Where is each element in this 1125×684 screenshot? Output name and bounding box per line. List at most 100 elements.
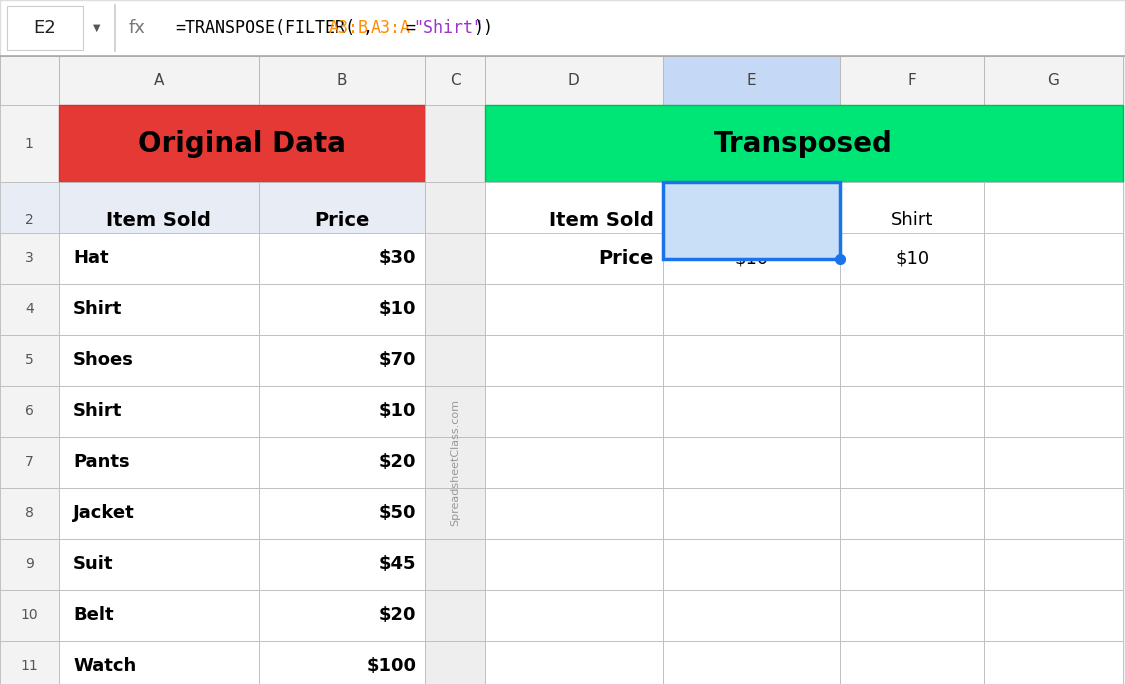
Text: 5: 5 xyxy=(25,354,34,367)
Bar xyxy=(984,437,1123,488)
Text: 8: 8 xyxy=(25,506,34,520)
Text: 7: 7 xyxy=(25,456,34,469)
Bar xyxy=(663,56,840,105)
Bar xyxy=(485,640,663,684)
Text: $10: $10 xyxy=(379,402,416,420)
Text: 10: 10 xyxy=(20,608,38,622)
Bar xyxy=(485,56,663,105)
Bar xyxy=(0,0,1125,56)
Bar xyxy=(840,334,984,386)
Bar xyxy=(485,590,663,640)
Text: $10: $10 xyxy=(896,250,929,267)
Bar xyxy=(0,590,58,640)
Text: D: D xyxy=(568,73,579,88)
Bar xyxy=(259,640,425,684)
Bar xyxy=(984,56,1123,105)
Bar xyxy=(840,539,984,590)
Text: Transposed: Transposed xyxy=(714,130,893,157)
Text: $20: $20 xyxy=(379,453,416,471)
Bar xyxy=(485,386,663,437)
Bar xyxy=(0,334,58,386)
Bar xyxy=(663,284,840,335)
Text: Shirt: Shirt xyxy=(730,211,773,229)
Text: Belt: Belt xyxy=(73,606,114,624)
Bar xyxy=(0,539,58,590)
Text: A3:B: A3:B xyxy=(328,19,369,37)
Text: E: E xyxy=(747,73,756,88)
Bar xyxy=(663,539,840,590)
Bar xyxy=(984,334,1123,386)
Bar xyxy=(425,182,485,259)
Text: Shoes: Shoes xyxy=(73,352,134,369)
Text: F: F xyxy=(908,73,917,88)
Bar xyxy=(259,56,425,105)
Bar xyxy=(425,386,485,437)
Bar xyxy=(663,488,840,539)
Bar xyxy=(259,437,425,488)
Bar xyxy=(840,437,984,488)
Bar xyxy=(0,56,58,105)
Text: Shirt: Shirt xyxy=(73,300,123,318)
Text: )): )) xyxy=(472,19,493,37)
Bar xyxy=(485,437,663,488)
Text: $10: $10 xyxy=(379,300,416,318)
Bar xyxy=(425,640,485,684)
Text: Shirt: Shirt xyxy=(73,402,123,420)
Text: $30: $30 xyxy=(379,250,416,267)
Bar xyxy=(425,488,485,539)
Bar xyxy=(58,233,259,284)
Bar xyxy=(425,105,485,182)
Bar xyxy=(259,233,425,284)
Text: Price: Price xyxy=(314,211,370,230)
Text: =TRANSPOSE(FILTER(: =TRANSPOSE(FILTER( xyxy=(176,19,356,37)
Text: 11: 11 xyxy=(20,659,38,673)
Text: Item Sold: Item Sold xyxy=(549,211,654,230)
Bar xyxy=(485,488,663,539)
Text: Jacket: Jacket xyxy=(73,504,135,522)
Text: $20: $20 xyxy=(379,606,416,624)
Text: 9: 9 xyxy=(25,557,34,571)
Text: 2: 2 xyxy=(25,213,34,227)
Bar xyxy=(58,56,259,105)
Text: SpreadsheetClass.com: SpreadsheetClass.com xyxy=(450,399,460,526)
Text: $70: $70 xyxy=(379,352,416,369)
Text: 6: 6 xyxy=(25,404,34,418)
Text: Shirt: Shirt xyxy=(891,211,934,229)
Bar xyxy=(259,284,425,335)
Bar xyxy=(663,590,840,640)
Bar xyxy=(425,233,485,284)
Text: 1: 1 xyxy=(25,137,34,150)
Text: Pants: Pants xyxy=(73,453,129,471)
Bar xyxy=(840,640,984,684)
Text: ▼: ▼ xyxy=(93,23,100,33)
Bar xyxy=(984,590,1123,640)
Bar xyxy=(663,437,840,488)
Bar xyxy=(58,284,259,335)
Bar xyxy=(259,182,425,259)
Bar xyxy=(58,182,259,259)
Bar xyxy=(259,539,425,590)
Bar xyxy=(840,488,984,539)
Bar xyxy=(485,334,663,386)
Text: $45: $45 xyxy=(379,555,416,573)
Text: Hat: Hat xyxy=(73,250,109,267)
Bar xyxy=(58,386,259,437)
Bar xyxy=(0,233,58,284)
Bar xyxy=(984,233,1123,284)
Text: $100: $100 xyxy=(367,657,416,675)
Bar xyxy=(984,386,1123,437)
Bar xyxy=(663,182,840,259)
Text: fx: fx xyxy=(128,19,145,37)
Bar xyxy=(485,105,1123,182)
Bar xyxy=(984,182,1123,259)
Text: A: A xyxy=(153,73,164,88)
Bar xyxy=(485,233,663,284)
Bar xyxy=(984,640,1123,684)
Bar xyxy=(663,640,840,684)
Bar xyxy=(840,56,984,105)
Bar xyxy=(58,105,425,182)
Text: Price: Price xyxy=(598,249,654,268)
Text: 3: 3 xyxy=(25,252,34,265)
Text: A3:A: A3:A xyxy=(371,19,411,37)
Text: Item Sold: Item Sold xyxy=(106,211,212,230)
